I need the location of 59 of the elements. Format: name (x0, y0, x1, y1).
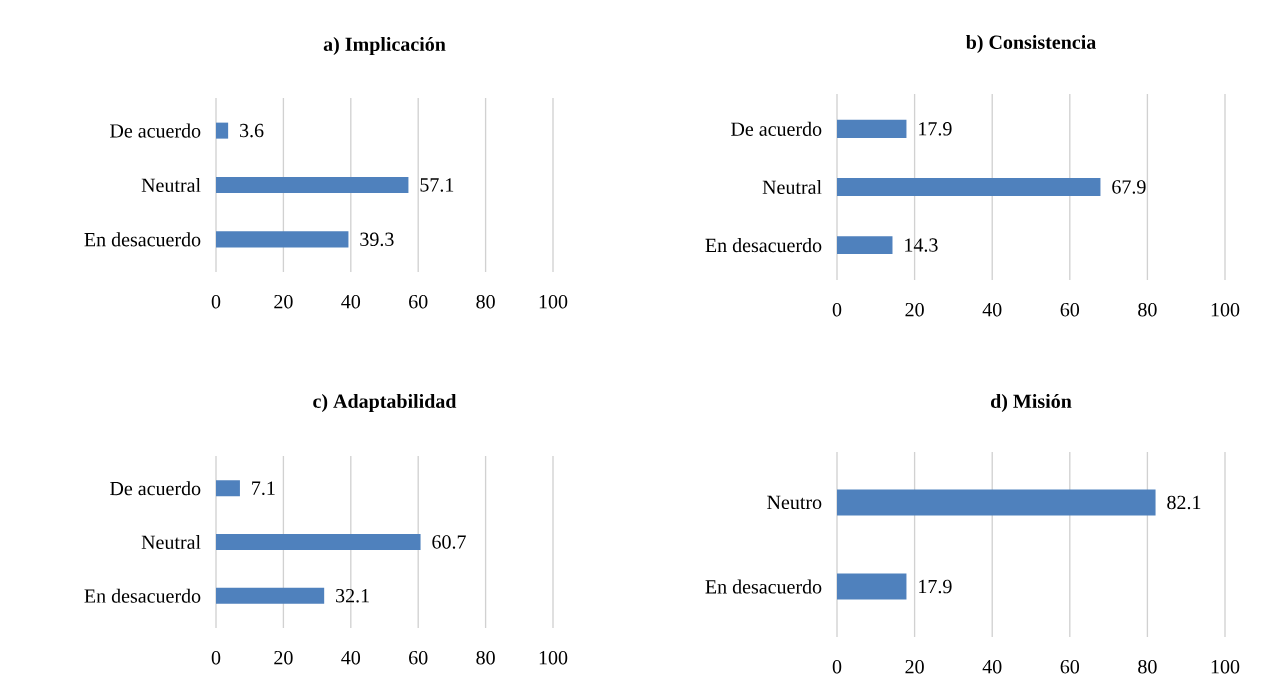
x-tick-label: 80 (476, 650, 495, 665)
x-tick-label: 60 (1060, 302, 1080, 317)
x-tick-label: 100 (1211, 659, 1240, 674)
data-label: 3.6 (240, 123, 264, 138)
bar (216, 122, 229, 139)
chart-title: c) Adaptabilidad (313, 393, 457, 413)
x-tick-label: 0 (211, 650, 221, 665)
y-tick-label: De acuerdo (731, 121, 822, 136)
y-tick-label: Neutral (141, 177, 201, 193)
x-tick-label: 20 (905, 659, 924, 674)
chart-title: a) Implicación (323, 36, 446, 56)
x-tick-label: 20 (274, 650, 293, 665)
x-tick-label: 20 (274, 294, 293, 309)
x-tick-label: 0 (832, 302, 842, 317)
x-tick-label: 80 (1138, 659, 1157, 674)
x-tick-label: 80 (1138, 302, 1157, 317)
bar (216, 480, 240, 497)
data-label: 60.7 (432, 535, 466, 549)
data-label: 17.9 (919, 579, 952, 594)
bar (837, 119, 907, 138)
x-tick-label: 40 (341, 294, 361, 309)
y-tick-label: De acuerdo (110, 123, 201, 138)
data-label: 17.9 (919, 122, 952, 136)
bar (837, 178, 1101, 196)
data-label: 32.1 (336, 588, 369, 603)
y-tick-label: Neutral (141, 534, 201, 550)
data-label: 14.3 (905, 238, 938, 252)
x-tick-label: 60 (409, 294, 428, 309)
bar (216, 231, 349, 248)
x-tick-label: 40 (982, 659, 1002, 674)
x-tick-label: 60 (409, 650, 428, 665)
x-tick-label: 80 (476, 294, 495, 309)
data-label: 7.1 (252, 481, 275, 495)
x-tick-label: 0 (832, 659, 842, 674)
bar (837, 236, 893, 255)
y-tick-label: En desacuerdo (705, 579, 822, 594)
x-tick-label: 100 (539, 294, 568, 309)
y-tick-label: Neutral (762, 179, 822, 195)
x-tick-label: 40 (341, 650, 361, 665)
x-tick-label: 60 (1060, 659, 1080, 674)
x-tick-label: 100 (539, 650, 568, 665)
chart-title: d) Misión (990, 393, 1072, 413)
bar (216, 587, 325, 604)
x-tick-label: 40 (982, 302, 1002, 317)
data-label: 57.1 (420, 178, 454, 192)
chart-title: b) Consistencia (965, 34, 1096, 54)
y-tick-label: Neutro (767, 495, 822, 510)
y-tick-label: En desacuerdo (705, 238, 822, 253)
bar (216, 177, 409, 193)
y-tick-label: En desacuerdo (84, 588, 201, 603)
bar (216, 534, 421, 550)
x-tick-label: 0 (211, 294, 221, 309)
x-tick-label: 20 (905, 302, 924, 317)
x-tick-label: 100 (1211, 302, 1240, 317)
y-tick-label: En desacuerdo (84, 232, 201, 247)
data-label: 39.3 (360, 232, 394, 247)
y-tick-label: De acuerdo (110, 481, 201, 496)
data-label: 82.1 (1167, 495, 1201, 510)
data-label: 67.9 (1112, 180, 1146, 194)
